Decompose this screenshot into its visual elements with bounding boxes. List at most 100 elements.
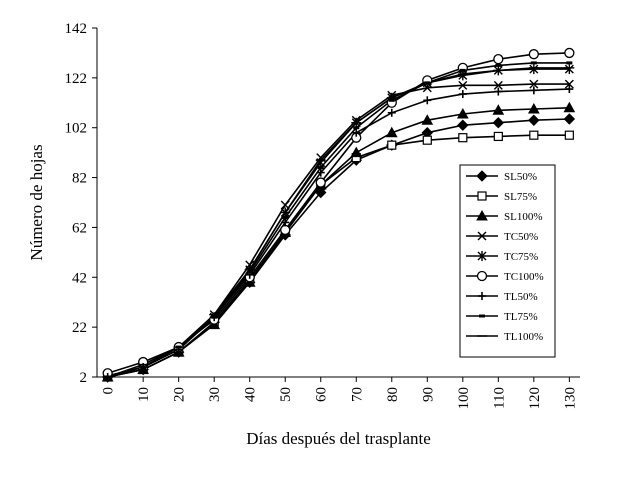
x-ticks: 0 10 20 30 40 50 60 70 80 90 100 110 120 130 (101, 377, 578, 410)
x-tick-label: 60 (314, 387, 330, 402)
legend-box (459, 164, 556, 358)
legend-marker (476, 170, 488, 182)
y-tick-label: 22 (72, 320, 87, 336)
data-point-tl50pct (423, 96, 432, 105)
data-point-sl100pct (385, 126, 398, 138)
data-point-sl75pct (387, 140, 397, 150)
x-tick-label: 100 (456, 387, 472, 410)
data-point-sl75pct (458, 133, 468, 143)
data-point-tc100pct (315, 177, 326, 188)
data-point-tl75pct (246, 270, 253, 274)
data-point-sl100pct (563, 101, 576, 113)
data-point-tl50pct (458, 90, 467, 99)
legend-item-tc75pct: TC75% (466, 251, 538, 263)
data-point-sl50pct (492, 117, 505, 129)
legend-item-tc100pct: TC100% (466, 270, 544, 283)
y-tick-label: 2 (80, 370, 88, 386)
legend-label: TC100% (504, 271, 544, 283)
data-point-tc50pct (458, 80, 468, 90)
data-point-tc75pct (564, 64, 574, 75)
x-tick-label: 40 (243, 387, 259, 402)
data-point-tl75pct (317, 166, 324, 170)
legend-marker (477, 191, 487, 201)
legend-marker (476, 209, 488, 221)
data-point-tc100pct (528, 49, 539, 60)
series-markers (101, 47, 576, 383)
data-point-tl50pct (281, 218, 290, 227)
y-tick-label: 62 (72, 220, 87, 236)
y-tick-label: 122 (65, 71, 88, 87)
legend: SL50% SL75% SL100% TC50% TC75% TC100% TL50% TL7… (459, 164, 556, 358)
series-line-tl50pct (107, 88, 570, 378)
x-tick-label: 110 (491, 387, 507, 409)
x-tick-label: 130 (562, 387, 578, 410)
data-point-tl50pct (565, 85, 574, 94)
x-tick-label: 120 (527, 387, 543, 410)
legend-label: TL50% (504, 291, 538, 303)
data-point-tc100pct (280, 224, 291, 236)
x-tick-label: 90 (420, 387, 436, 402)
legend-marker (477, 231, 487, 241)
data-point-tl50pct (387, 108, 396, 117)
legend-label: SL100% (504, 211, 543, 223)
data-point-tl50pct (352, 128, 361, 137)
data-point-tl75pct (140, 365, 147, 369)
y-tick-label: 42 (72, 270, 87, 286)
data-point-sl75pct (529, 130, 539, 140)
data-point-sl75pct (493, 131, 503, 142)
data-point-sl50pct (563, 113, 576, 125)
data-point-tc50pct (564, 79, 574, 89)
data-point-tc50pct (529, 79, 539, 89)
data-point-tl75pct (566, 61, 573, 65)
data-point-tc50pct (493, 80, 503, 90)
data-point-sl75pct (422, 135, 432, 145)
data-point-sl50pct (528, 114, 540, 126)
legend-label: TL75% (504, 311, 538, 323)
legend-label: TL100% (504, 331, 543, 343)
y-axis-title: Número de hojas (27, 144, 46, 260)
legend-item-sl75pct: SL75% (466, 191, 537, 203)
x-axis-title: Días después del trasplante (246, 429, 431, 448)
data-point-sl50pct (457, 119, 469, 131)
legend-label: TC75% (504, 251, 538, 263)
data-point-tl50pct (529, 86, 538, 95)
x-tick-label: 0 (101, 387, 117, 395)
data-point-sl100pct (456, 107, 469, 119)
legend-label: TC50% (504, 231, 538, 243)
legend-item-tc50pct: TC50% (466, 231, 538, 243)
data-point-tl75pct (459, 68, 466, 72)
x-tick-label: 10 (136, 387, 152, 402)
data-point-tl75pct (530, 61, 537, 65)
data-point-tl75pct (211, 315, 218, 319)
x-tick-label: 30 (207, 387, 223, 402)
y-tick-label: 102 (65, 121, 88, 137)
legend-label: SL50% (504, 171, 537, 183)
data-point-tc75pct (529, 64, 539, 75)
data-point-sl100pct (527, 102, 540, 114)
data-point-sl100pct (350, 146, 363, 158)
x-tick-label: 50 (278, 387, 294, 402)
legend-item-sl100pct: SL100% (466, 209, 543, 223)
legend-item-tl100pct: TL100% (466, 331, 543, 343)
series-line-tl100pct (107, 67, 570, 378)
series-lines (107, 52, 570, 378)
data-point-sl75pct (564, 130, 574, 140)
series-line-sl100pct (107, 107, 570, 378)
legend-marker (476, 270, 488, 282)
legend-item-tl50pct: TL50% (466, 291, 538, 303)
data-point-sl100pct (421, 114, 434, 125)
data-point-tc50pct (280, 200, 290, 210)
data-point-sl100pct (492, 104, 505, 115)
data-point-tc100pct (493, 54, 504, 65)
data-point-tl75pct (353, 126, 360, 130)
data-point-tl75pct (495, 63, 502, 67)
axes (96, 28, 580, 378)
data-point-tl75pct (388, 98, 395, 102)
data-point-tl50pct (494, 87, 503, 96)
data-point-tl50pct (316, 168, 325, 177)
x-tick-label: 20 (172, 387, 188, 402)
data-point-tl75pct (282, 215, 289, 219)
legend-marker (478, 292, 486, 300)
data-point-sl50pct (315, 186, 327, 199)
